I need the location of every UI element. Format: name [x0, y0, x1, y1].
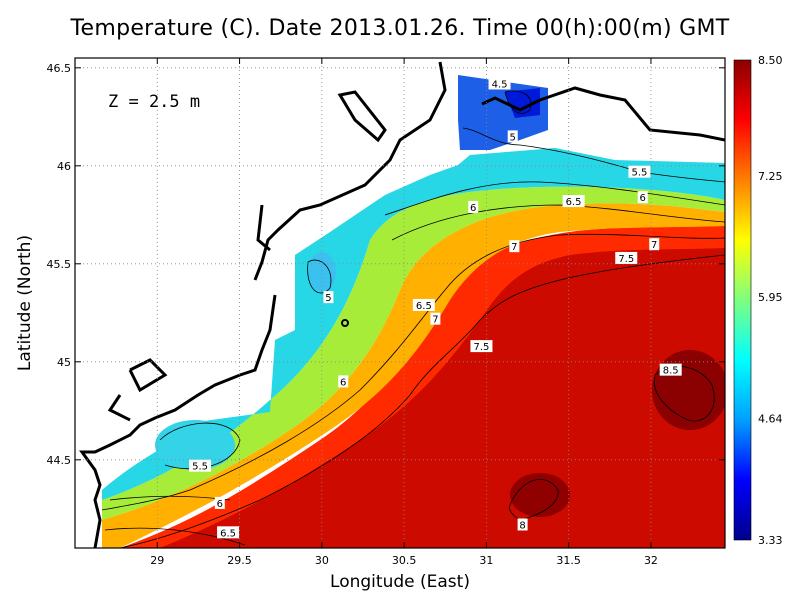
contour-line: [653, 366, 715, 422]
contour-label-bg: [488, 77, 511, 90]
contour-label: 7: [651, 240, 657, 251]
colorbar-tick-label: 8.50: [758, 54, 783, 67]
y-tick-label: 46.5: [47, 62, 72, 75]
contour-label-bg: [562, 195, 585, 208]
contour-line: [119, 254, 725, 548]
contour-line: [307, 259, 332, 294]
contour-label-bg: [214, 496, 225, 509]
contour-label-bg: [338, 375, 349, 388]
contour-label: 5: [325, 293, 331, 304]
contour-label-bg: [628, 165, 651, 178]
y-axis-label: Latitude (North): [15, 235, 35, 371]
contour-label: 7: [511, 242, 517, 253]
contour-label: 5.5: [192, 462, 208, 473]
contour-label: 4.5: [492, 79, 508, 90]
coastline-path: [107, 394, 131, 422]
y-tick-label: 46: [57, 160, 71, 173]
colorbar-tick-label: 7.25: [758, 170, 783, 183]
x-tick-label: 31.5: [556, 554, 581, 567]
contour-label-bg: [659, 363, 682, 376]
colorbar-tick-label: 4.64: [758, 412, 783, 425]
chart-title: Temperature (C). Date 2013.01.26. Time 0…: [70, 16, 730, 41]
cold-eddy-west: [155, 420, 235, 470]
contour-label-bg: [649, 238, 660, 251]
water-band-green: [102, 186, 725, 520]
contour-label-bg: [509, 240, 520, 253]
colorbar-ticks: 3.33 4.64 5.95 7.25 8.50: [758, 54, 783, 547]
contour-label: 6: [640, 193, 646, 204]
water-band-red: [155, 230, 725, 548]
contour-label-bg: [217, 526, 240, 539]
contour-label: 5.5: [631, 168, 647, 179]
coastline-path: [337, 90, 387, 143]
contour-label: 8: [519, 520, 525, 531]
x-axis-label: Longitude (East): [330, 572, 470, 592]
y-tick-label: 44.5: [47, 454, 72, 467]
temperature-field: [102, 75, 725, 548]
coastline-path: [256, 204, 271, 252]
coastline-path: [253, 61, 447, 281]
y-axis-ticks: 44.5 45 45.5 46 46.5: [47, 62, 725, 467]
contour-label: 7.5: [474, 342, 490, 353]
x-axis-ticks: 29 29.5 30 30.5 31 31.5 32: [150, 58, 658, 567]
contour-line: [101, 233, 725, 511]
coastline-path: [128, 358, 168, 393]
x-tick-label: 30: [315, 554, 329, 567]
y-tick-label: 45.5: [47, 258, 72, 271]
water-band-cyan: [102, 148, 725, 500]
contour-line: [384, 181, 725, 216]
contour-line: [104, 527, 246, 546]
x-tick-label: 29: [150, 554, 164, 567]
plot-frame: [74, 57, 726, 549]
contour-label: 6: [340, 377, 346, 388]
contour-label-bg: [507, 130, 518, 143]
coastline-path: [79, 294, 277, 548]
warm-core-south: [510, 473, 570, 517]
contour-label: 6.5: [416, 301, 432, 312]
x-tick-label: 32: [644, 554, 658, 567]
contour-label: 5: [510, 132, 516, 143]
contour-line: [462, 127, 725, 183]
contour-label-bg: [412, 298, 435, 311]
temperature-contours: [101, 90, 725, 548]
contour-label: 6.5: [566, 197, 582, 208]
x-tick-label: 31: [479, 554, 493, 567]
water-band-yellow: [102, 203, 725, 548]
coastline: [79, 61, 725, 548]
contour-label-bg: [323, 291, 334, 304]
water-band-orange: [120, 225, 725, 548]
contour-label-bg: [470, 340, 493, 353]
contour-line: [391, 204, 725, 241]
small-island: [341, 319, 349, 327]
contour-label: 8.5: [663, 366, 679, 377]
contour-label-bg: [637, 191, 648, 204]
contour-line: [509, 479, 559, 521]
colorbar-tick-label: 5.95: [758, 291, 783, 304]
colorbar: [733, 59, 752, 541]
y-tick-label: 45: [57, 356, 71, 369]
x-tick-label: 30.5: [392, 554, 417, 567]
contour-label: 6.5: [220, 528, 236, 539]
colorbar-tick-label: 3.33: [758, 534, 783, 547]
x-tick-label: 29.5: [227, 554, 252, 567]
contour-label-bg: [517, 518, 528, 531]
contour-label: 7: [432, 315, 438, 326]
contour-label: 6: [470, 203, 476, 214]
contour-label-bg: [615, 251, 638, 264]
grid-lines: [75, 58, 725, 548]
contour-label-bg: [430, 312, 441, 325]
coastline-path: [481, 86, 725, 142]
contour-label-bg: [189, 459, 212, 472]
contour-label: 7.5: [618, 254, 634, 265]
contour-label: 6: [217, 499, 223, 510]
depth-annotation: Z = 2.5 m: [108, 92, 200, 112]
contour-label-bg: [468, 200, 479, 213]
cold-eddy-central: [308, 252, 336, 292]
